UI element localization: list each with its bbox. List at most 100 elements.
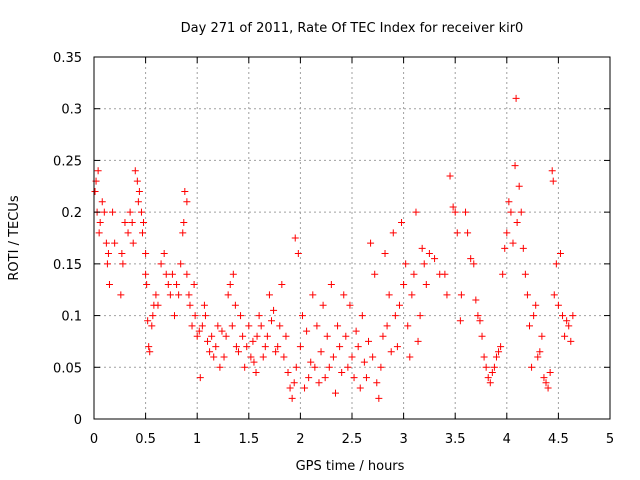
- data-point: [146, 348, 154, 356]
- data-point: [307, 358, 315, 366]
- data-point: [198, 322, 206, 330]
- data-point: [216, 363, 224, 371]
- data-point: [453, 229, 461, 237]
- data-point: [352, 327, 360, 335]
- data-point: [556, 250, 564, 258]
- data-point: [554, 301, 562, 309]
- data-point: [338, 368, 346, 376]
- data-point: [410, 270, 418, 278]
- data-point: [261, 343, 269, 351]
- data-point: [538, 332, 546, 340]
- data-point: [422, 281, 430, 289]
- data-point: [128, 218, 136, 226]
- data-point: [327, 281, 335, 289]
- data-point: [369, 353, 377, 361]
- data-point: [191, 312, 199, 320]
- data-point: [334, 322, 342, 330]
- data-point: [408, 291, 416, 299]
- data-point: [548, 167, 556, 175]
- data-point: [181, 187, 189, 195]
- data-point: [303, 327, 311, 335]
- data-point: [160, 250, 168, 258]
- data-point: [391, 312, 399, 320]
- data-point: [168, 270, 176, 278]
- data-point: [356, 384, 364, 392]
- data-point: [183, 270, 191, 278]
- data-point: [323, 332, 331, 340]
- data-point: [348, 353, 356, 361]
- data-point: [414, 337, 422, 345]
- data-point: [119, 260, 127, 268]
- data-point: [509, 239, 517, 247]
- data-point: [530, 312, 538, 320]
- data-point: [371, 270, 379, 278]
- data-point: [292, 363, 300, 371]
- data-point: [395, 301, 403, 309]
- data-point: [140, 218, 148, 226]
- data-point: [183, 198, 191, 206]
- data-point: [561, 332, 569, 340]
- data-point: [193, 332, 201, 340]
- data-point: [290, 379, 298, 387]
- data-point: [175, 291, 183, 299]
- data-point: [523, 291, 531, 299]
- data-point: [204, 337, 212, 345]
- data-point: [276, 322, 284, 330]
- data-point: [431, 255, 439, 263]
- data-point: [416, 312, 424, 320]
- data-point: [495, 348, 503, 356]
- data-point: [400, 281, 408, 289]
- data-point: [492, 353, 500, 361]
- data-point: [540, 374, 548, 382]
- data-point: [249, 337, 257, 345]
- data-point: [291, 234, 299, 242]
- data-point: [177, 260, 185, 268]
- data-point: [389, 229, 397, 237]
- data-point: [503, 229, 511, 237]
- data-point: [208, 332, 216, 340]
- data-point: [512, 94, 520, 102]
- data-point: [206, 348, 214, 356]
- data-point: [152, 291, 160, 299]
- x-tick-label: 4.5: [548, 432, 569, 447]
- y-tick-label: 0.15: [53, 258, 82, 273]
- data-point: [467, 255, 475, 263]
- data-point: [449, 203, 457, 211]
- data-point: [317, 348, 325, 356]
- data-point: [486, 379, 494, 387]
- data-point: [534, 353, 542, 361]
- data-point: [257, 322, 265, 330]
- y-axis-label: ROTI / TECUs: [7, 195, 22, 280]
- x-tick-label: 0.5: [135, 432, 156, 447]
- data-point: [418, 244, 426, 252]
- x-axis-label: GPS time / hours: [296, 459, 405, 474]
- data-point: [212, 343, 220, 351]
- data-point: [164, 281, 172, 289]
- y-tick-label: 0.3: [61, 103, 82, 118]
- data-point: [241, 363, 249, 371]
- data-point: [250, 358, 258, 366]
- data-point: [247, 353, 255, 361]
- data-point: [358, 312, 366, 320]
- data-point: [313, 322, 321, 330]
- data-point: [188, 322, 196, 330]
- data-point: [482, 363, 490, 371]
- data-point: [315, 379, 323, 387]
- data-point: [94, 167, 102, 175]
- data-point: [296, 343, 304, 351]
- data-point: [507, 208, 515, 216]
- data-point: [102, 239, 110, 247]
- data-point: [377, 363, 385, 371]
- data-point: [462, 208, 470, 216]
- data-point: [224, 291, 232, 299]
- data-point: [362, 374, 370, 382]
- data-point: [190, 281, 198, 289]
- x-tick-label: 4: [503, 432, 511, 447]
- data-point: [278, 281, 286, 289]
- data-point: [228, 322, 236, 330]
- data-point: [288, 394, 296, 402]
- data-point: [121, 218, 129, 226]
- data-point: [565, 322, 573, 330]
- data-point: [478, 332, 486, 340]
- data-point: [195, 327, 203, 335]
